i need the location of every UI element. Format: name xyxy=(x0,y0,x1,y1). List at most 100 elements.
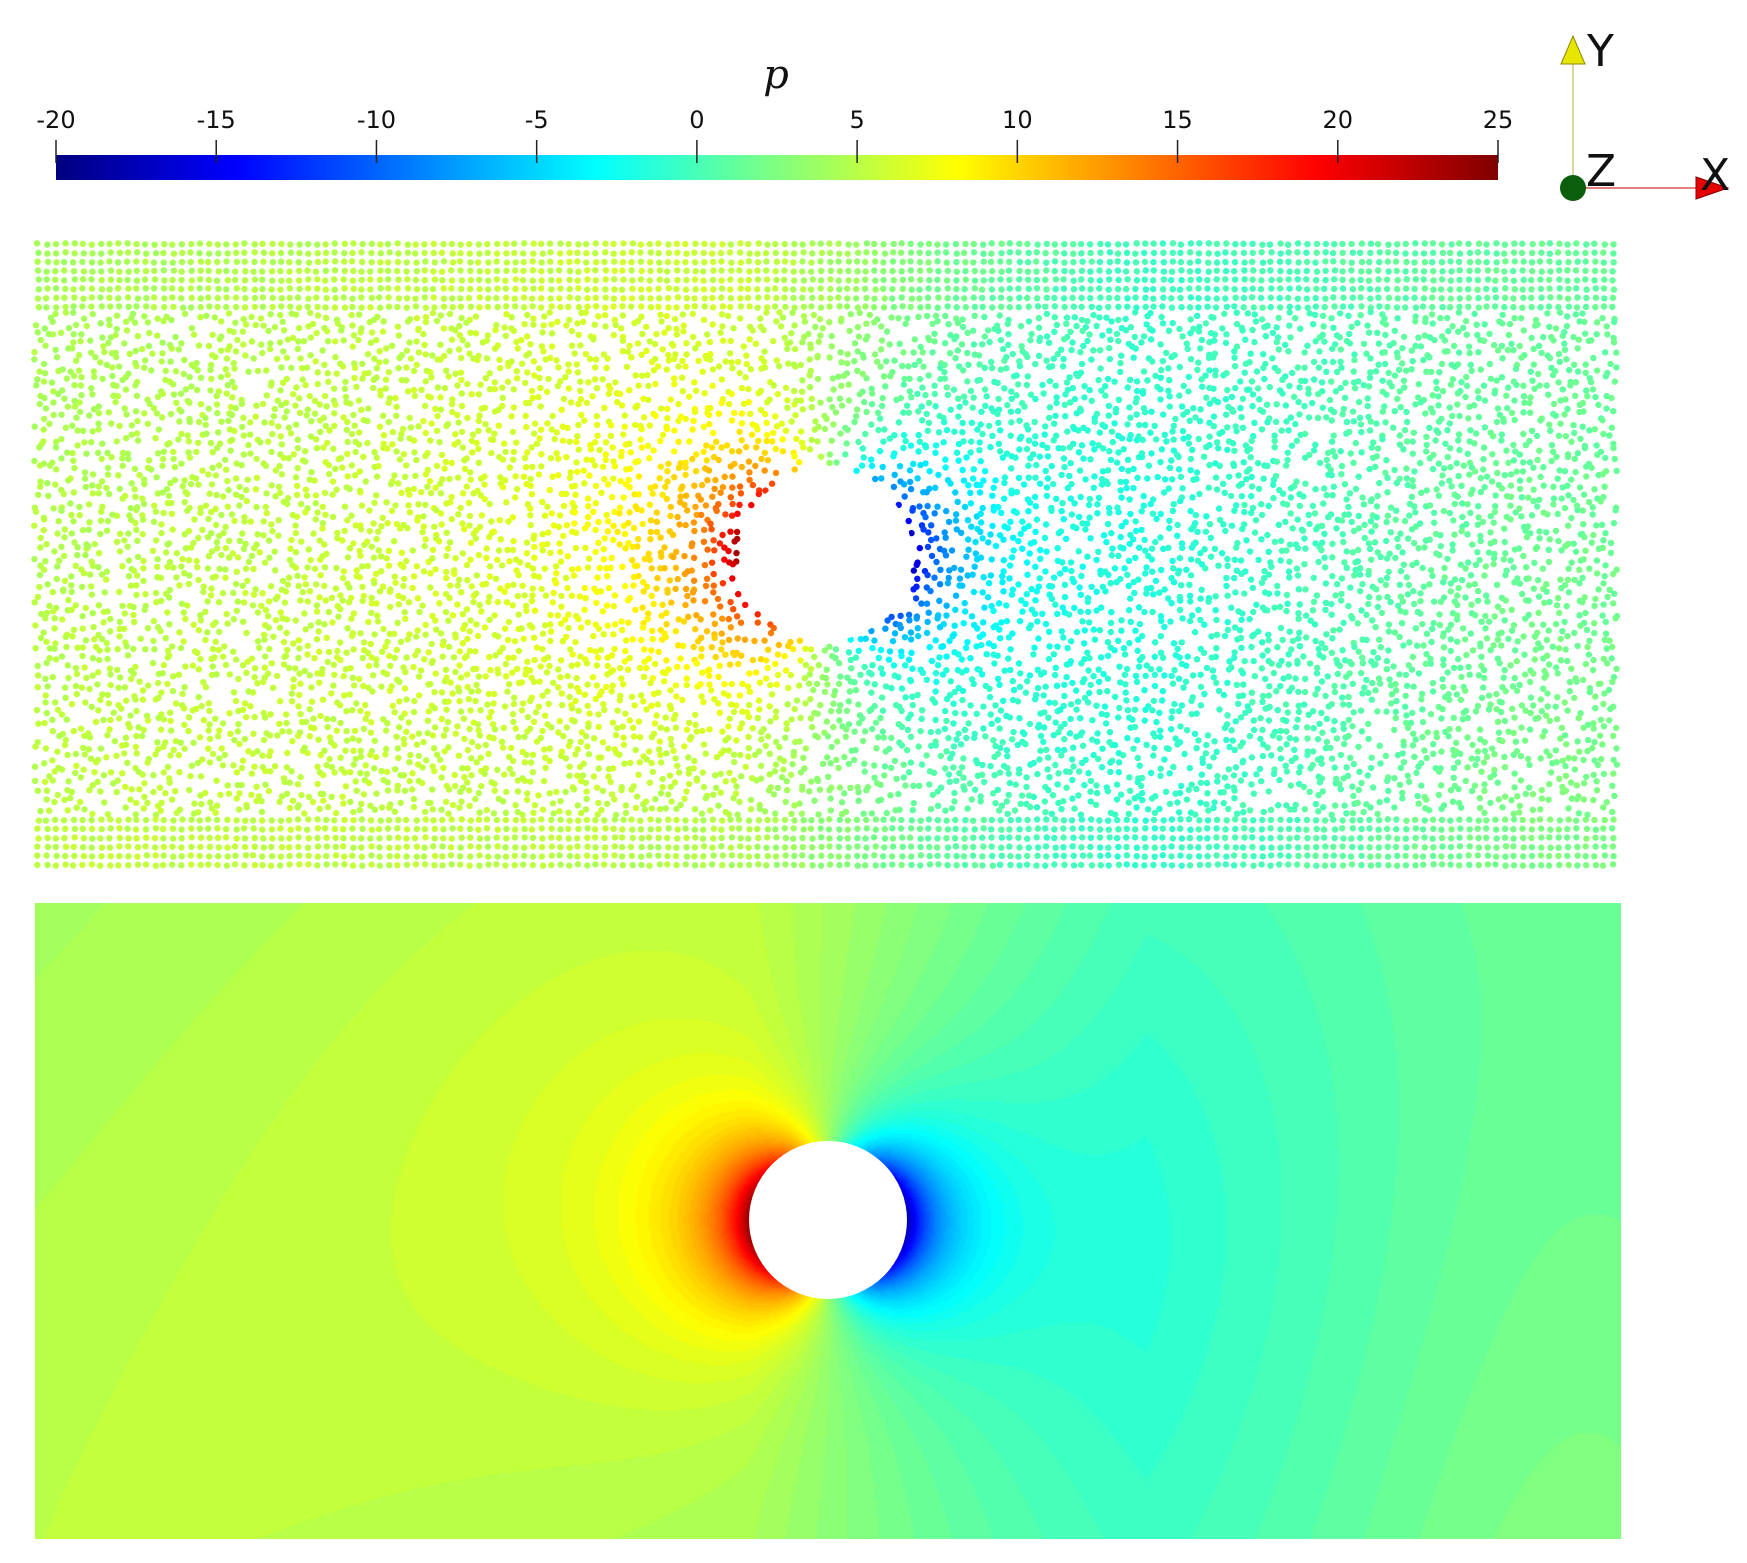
particle xyxy=(503,303,510,310)
particle xyxy=(422,351,429,358)
particle xyxy=(1214,398,1222,406)
particle xyxy=(555,267,563,274)
particle xyxy=(988,364,996,372)
particle xyxy=(692,468,700,475)
particle xyxy=(1168,268,1176,275)
particle xyxy=(414,517,421,524)
particle xyxy=(1192,539,1199,546)
particle xyxy=(292,421,300,428)
particle xyxy=(298,538,305,545)
particle xyxy=(284,494,292,502)
particle xyxy=(1159,303,1166,310)
particle xyxy=(872,286,879,293)
particle xyxy=(181,356,188,364)
particle xyxy=(1379,408,1387,415)
particle xyxy=(1170,501,1178,508)
particle xyxy=(1321,303,1328,311)
particle xyxy=(1564,267,1571,274)
particle xyxy=(891,432,898,439)
particle xyxy=(877,363,884,370)
particle xyxy=(304,406,312,413)
particle xyxy=(952,517,960,524)
particle xyxy=(248,338,256,345)
particle xyxy=(1300,493,1307,500)
particle xyxy=(761,410,769,418)
particle xyxy=(871,295,878,302)
particle xyxy=(1530,497,1537,505)
particle xyxy=(553,357,560,364)
particle xyxy=(1051,267,1059,275)
particle xyxy=(1176,392,1183,399)
particle xyxy=(143,303,150,310)
particle xyxy=(1131,333,1139,341)
particle xyxy=(1409,450,1417,457)
particle xyxy=(1337,448,1344,455)
particle xyxy=(124,240,131,247)
particle xyxy=(810,311,818,319)
particle xyxy=(701,303,708,310)
particle xyxy=(1087,268,1094,275)
particle xyxy=(902,437,909,445)
particle xyxy=(698,511,705,519)
particle xyxy=(1282,402,1290,409)
particle xyxy=(719,303,727,310)
particle xyxy=(998,509,1005,517)
particle xyxy=(1237,378,1244,385)
particle xyxy=(1275,367,1282,375)
particle xyxy=(273,355,281,363)
particle xyxy=(350,240,357,247)
particle xyxy=(826,319,833,326)
particle xyxy=(574,433,581,440)
particle xyxy=(1196,490,1203,498)
particle xyxy=(1368,528,1375,535)
particle xyxy=(366,507,373,514)
particle xyxy=(34,329,41,336)
particle xyxy=(298,364,306,372)
particle xyxy=(964,378,971,385)
particle xyxy=(880,241,887,248)
particle xyxy=(433,427,441,435)
particle xyxy=(1085,501,1093,509)
particle xyxy=(1374,241,1382,248)
particle xyxy=(560,532,567,540)
particle xyxy=(664,268,671,275)
particle xyxy=(919,384,926,391)
particle xyxy=(199,526,206,534)
particle xyxy=(1339,276,1346,283)
particle xyxy=(1233,502,1240,509)
particle xyxy=(1259,241,1266,248)
particle xyxy=(1358,258,1366,266)
particle xyxy=(1483,473,1491,480)
particle xyxy=(373,365,381,372)
particle xyxy=(752,340,760,347)
particle xyxy=(1535,370,1542,378)
particle xyxy=(1474,388,1482,395)
particle xyxy=(531,420,539,427)
particle xyxy=(719,241,726,248)
particle xyxy=(980,241,987,248)
particle xyxy=(1383,518,1390,526)
particle xyxy=(257,439,264,446)
particle xyxy=(1330,285,1338,293)
particle xyxy=(53,438,60,446)
particle xyxy=(1384,512,1392,519)
particle xyxy=(1273,458,1281,465)
particle xyxy=(1423,441,1430,449)
particle xyxy=(1215,445,1222,452)
particle xyxy=(917,343,924,351)
particle xyxy=(566,438,573,445)
particle xyxy=(790,250,798,257)
particle xyxy=(753,286,761,293)
particle xyxy=(995,395,1002,403)
particle xyxy=(1032,433,1039,440)
particle xyxy=(942,456,949,463)
particle xyxy=(186,418,193,425)
particle xyxy=(871,240,878,248)
particle xyxy=(285,455,292,462)
particle xyxy=(1192,520,1199,527)
particle xyxy=(362,478,369,485)
particle xyxy=(1051,314,1059,321)
particle xyxy=(1507,502,1514,509)
particle xyxy=(1447,258,1454,265)
particle xyxy=(253,474,261,481)
